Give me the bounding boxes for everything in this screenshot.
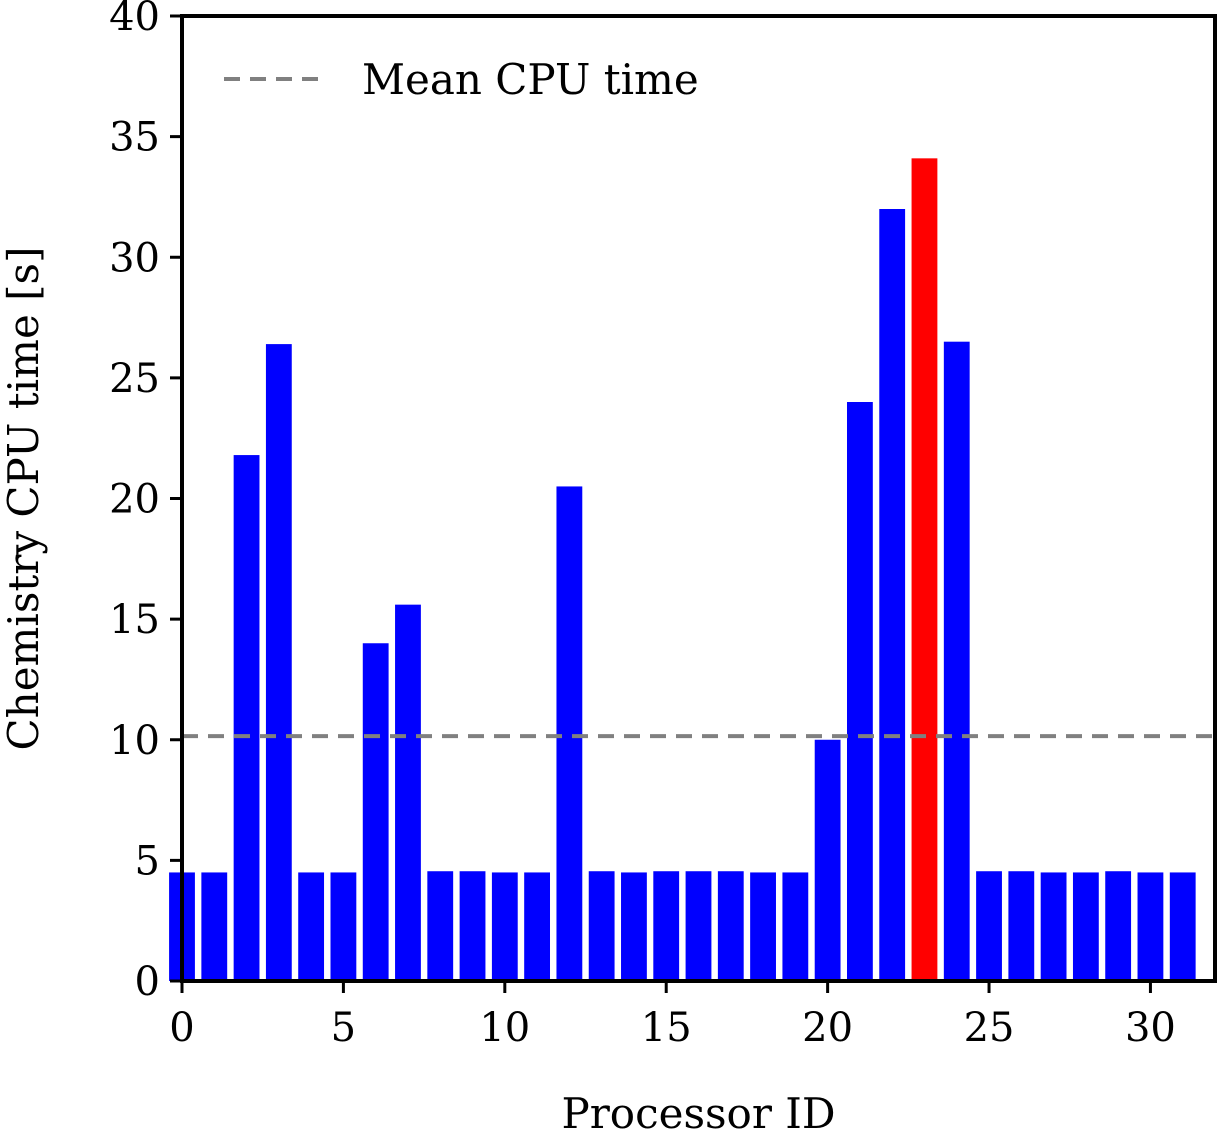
bar (1105, 871, 1132, 981)
x-tick-label: 30 (1125, 1005, 1176, 1051)
bar (653, 871, 680, 981)
x-tick-label: 10 (479, 1005, 530, 1051)
plot-frame (180, 14, 1217, 983)
x-axis-label: Processor ID (561, 1089, 835, 1136)
bar-highlight (911, 158, 938, 981)
bar (1137, 872, 1164, 981)
y-tick-label: 0 (135, 959, 160, 1005)
y-tick-label: 10 (109, 718, 160, 764)
bar (201, 872, 228, 981)
x-tick-label: 5 (331, 1005, 356, 1051)
x-axis: 0 5 10 15 20 25 30 (169, 981, 1176, 1051)
x-tick-label: 0 (169, 1005, 194, 1051)
bar (1008, 871, 1035, 981)
bar (233, 455, 260, 981)
legend: Mean CPU time (224, 55, 699, 104)
y-axis: 0 5 10 15 20 25 30 35 40 (109, 0, 182, 1005)
y-tick-label: 25 (109, 356, 160, 402)
x-tick-label: 20 (802, 1005, 853, 1051)
legend-label-mean: Mean CPU time (362, 55, 699, 104)
bar (588, 871, 615, 981)
bar (1040, 872, 1067, 981)
bar (717, 871, 744, 981)
y-tick-label: 30 (109, 235, 160, 281)
y-tick-label: 20 (109, 477, 160, 523)
bars-group (169, 158, 1196, 982)
bar (330, 872, 357, 981)
bar (491, 872, 518, 981)
bar (814, 739, 841, 981)
bar (524, 872, 551, 981)
bar (395, 604, 421, 981)
bar (976, 871, 1002, 981)
y-tick-label: 35 (109, 115, 160, 161)
bar (298, 872, 325, 981)
bar (556, 486, 583, 981)
bar (685, 871, 712, 981)
bar (427, 871, 454, 981)
bar (750, 872, 776, 981)
x-tick-label: 25 (964, 1005, 1015, 1051)
bar (621, 872, 647, 981)
bar (265, 344, 292, 982)
bar (362, 643, 389, 981)
bar (782, 872, 809, 981)
y-tick-label: 5 (135, 838, 160, 884)
y-tick-label: 40 (109, 0, 160, 40)
x-tick-label: 15 (641, 1005, 692, 1051)
bar (1072, 872, 1099, 981)
bar (459, 871, 486, 981)
bar (943, 341, 970, 981)
bar (879, 209, 906, 981)
bar (1169, 872, 1196, 981)
y-tick-label: 15 (109, 597, 160, 643)
y-axis-label: Chemistry CPU time [s] (0, 247, 48, 751)
bar (846, 402, 873, 981)
